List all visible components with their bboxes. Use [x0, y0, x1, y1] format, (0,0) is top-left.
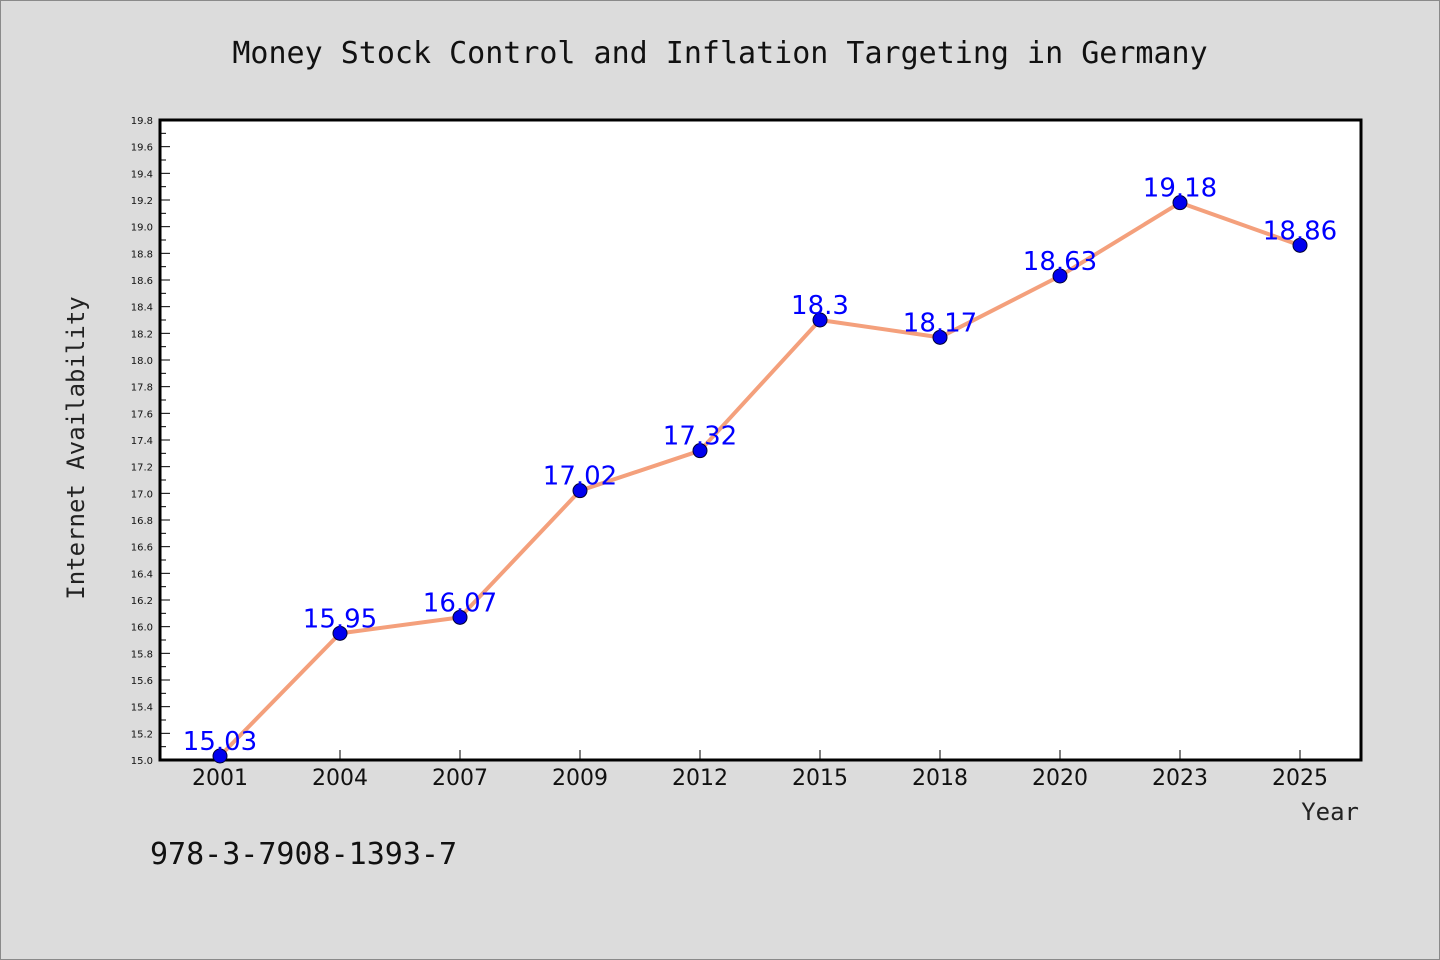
data-label: 17.02 [543, 462, 617, 492]
y-tick-label: 16.2 [131, 596, 153, 607]
data-point [1172, 195, 1188, 211]
y-tick-label: 15.6 [131, 676, 153, 687]
data-point [332, 625, 348, 641]
y-tick-label: 16.0 [131, 623, 153, 634]
y-tick-label: 18.8 [131, 249, 153, 260]
isbn-annotation: 978-3-7908-1393-7 [150, 837, 457, 872]
data-point [1052, 268, 1068, 284]
x-tick-label: 2009 [552, 766, 608, 791]
y-tick-label: 17.4 [131, 436, 153, 447]
y-tick-label: 18.6 [131, 276, 153, 287]
y-tick-label: 15.8 [131, 649, 153, 660]
x-tick-label: 2001 [192, 766, 248, 791]
y-tick-label: 17.2 [131, 463, 153, 474]
x-tick-label: 2015 [792, 766, 848, 791]
series-layer: 15.03 15.95 16.07 17.02 17.32 18.3 18.17 18.63 1… [183, 174, 1337, 764]
y-tick-label: 15.2 [131, 729, 153, 740]
y-tick-label: 19.6 [131, 143, 153, 154]
y-tick-label: 19.2 [131, 196, 153, 207]
data-label: 17.32 [663, 422, 737, 452]
data-label: 18.86 [1263, 216, 1337, 246]
data-label: 15.95 [303, 604, 377, 634]
y-tick-label: 15.0 [131, 756, 153, 767]
data-point [572, 483, 588, 499]
y-tick-label: 19.0 [131, 223, 153, 234]
data-point [812, 312, 828, 328]
x-tick-label: 2007 [432, 766, 488, 791]
chart-title: Money Stock Control and Inflation Target… [232, 36, 1207, 71]
y-tick-label: 17.8 [131, 383, 153, 394]
data-point [212, 748, 228, 764]
data-point [1292, 237, 1308, 253]
y-tick-label: 18.0 [131, 356, 153, 367]
y-tick-label: 19.4 [131, 169, 153, 180]
data-label: 16.07 [423, 588, 497, 618]
y-tick-label: 17.6 [131, 409, 153, 420]
data-label: 18.3 [791, 291, 849, 321]
data-point [452, 609, 468, 625]
data-point [932, 329, 948, 345]
x-tick-label: 2020 [1032, 766, 1088, 791]
y-tick-label: 16.4 [131, 569, 153, 580]
y-tick-label: 18.2 [131, 329, 153, 340]
x-tick-label: 2023 [1152, 766, 1208, 791]
y-tick-label: 16.8 [131, 516, 153, 527]
y-tick-label: 16.6 [131, 543, 153, 554]
x-tick-label: 2012 [672, 766, 728, 791]
plot-area [158, 118, 1363, 762]
x-tick-label: 2004 [312, 766, 368, 791]
y-tick-label: 17.0 [131, 489, 153, 500]
data-label: 15.03 [183, 727, 257, 757]
y-tick-label: 19.8 [131, 116, 153, 127]
data-label: 18.17 [903, 308, 977, 338]
y-axis-label: Internet Availability [62, 296, 90, 599]
data-point [692, 443, 708, 459]
x-axis: 2001 2004 2007 2009 2012 2015 2018 2020 2023 2025 [192, 750, 1328, 791]
x-tick-label: 2025 [1272, 766, 1328, 791]
x-tick-label: 2018 [912, 766, 968, 791]
data-label: 18.63 [1023, 247, 1097, 277]
x-axis-label: Year [1301, 798, 1359, 826]
y-axis: 15.0 15.2 15.4 15.6 15.8 16.0 16.2 16.4 16.6 16.8… [131, 116, 170, 767]
y-tick-label: 15.4 [131, 703, 153, 714]
y-tick-label: 18.4 [131, 303, 153, 314]
data-label: 19.18 [1143, 174, 1217, 204]
series-line [218, 200, 1301, 758]
